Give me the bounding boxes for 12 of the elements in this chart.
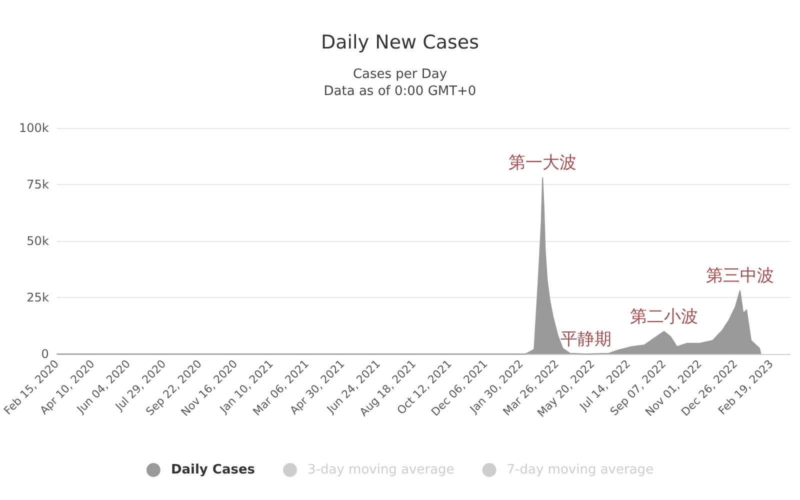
y-tick-label: 0 (41, 347, 49, 361)
annotation: 第二小波 (630, 306, 698, 327)
y-tick-label: 50k (26, 234, 49, 248)
y-tick-label: 25k (26, 290, 49, 304)
chart-title: Daily New Cases (321, 32, 479, 54)
chart-subtitle: Cases per Day Data as of 0:00 GMT+0 (324, 67, 476, 99)
y-tick-label: 75k (26, 178, 49, 192)
annotation: 平静期 (560, 330, 612, 350)
annotation: 第三中波 (706, 266, 774, 286)
legend-label: Daily Cases (170, 462, 256, 478)
annotation: 第一大波 (508, 153, 577, 174)
y-tick-label: 100k (19, 121, 49, 135)
